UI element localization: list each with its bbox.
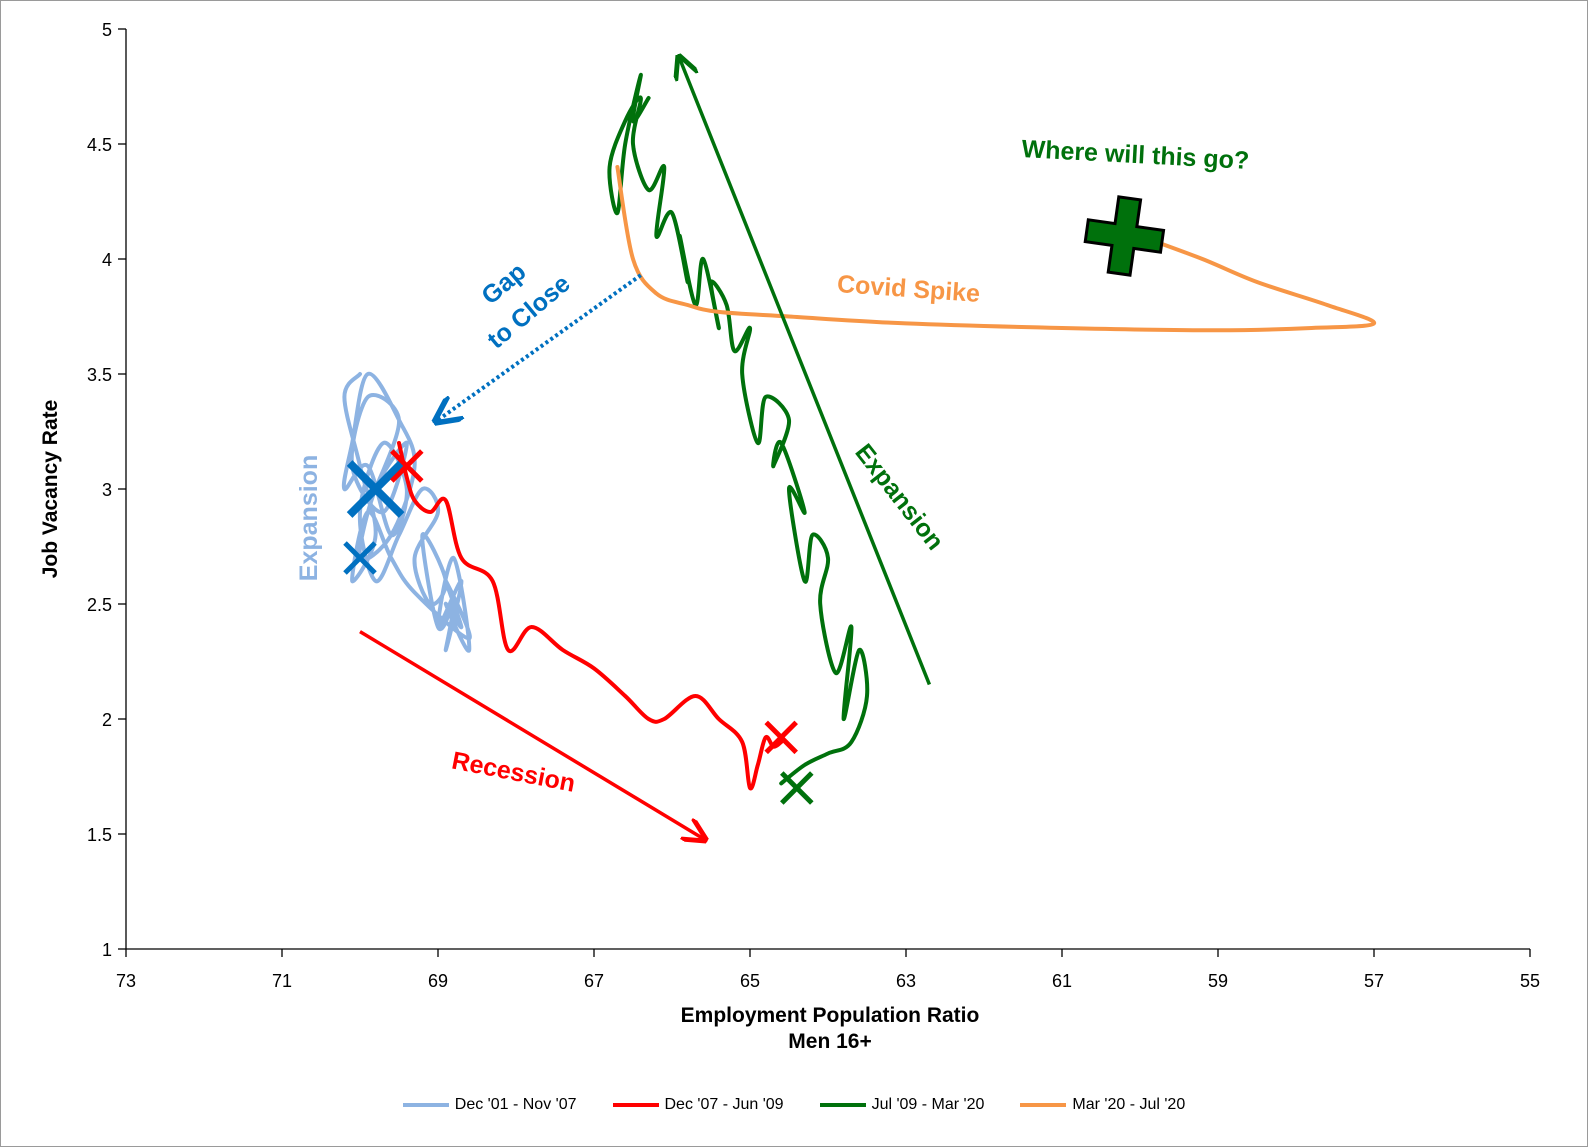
series-line-2 [607, 72, 870, 786]
x-tick-label: 71 [272, 971, 292, 991]
annotation-where: Where will this go? [1021, 135, 1250, 175]
y-tick-label: 1.5 [87, 825, 112, 845]
x-tick-label: 55 [1520, 971, 1540, 991]
y-tick-label: 3.5 [87, 365, 112, 385]
marker-x-4 [780, 771, 814, 805]
x-tick-label: 73 [116, 971, 136, 991]
x-axis-title: Employment Population Ratio [681, 1004, 980, 1027]
legend-swatch [1020, 1103, 1067, 1107]
series-line-3 [615, 165, 1377, 333]
x-tick-label: 59 [1208, 971, 1228, 991]
arrows-layer [359, 59, 932, 839]
y-tick-label: 1 [102, 940, 112, 960]
marker-cross-big [1083, 195, 1166, 277]
y-axis-title: Job Vacancy Rate [39, 400, 62, 579]
annotation-recession: Recession [449, 746, 577, 797]
legend-item: Dec '07 - Jun '09 [612, 1096, 784, 1114]
annotation-exp_green: Expansion [849, 439, 949, 556]
legend-swatch [612, 1103, 659, 1107]
y-tick-label: 4 [102, 250, 112, 270]
annotation-covid: Covid Spike [836, 270, 981, 308]
x-tick-label: 57 [1364, 971, 1384, 991]
series-layer [341, 72, 1377, 791]
markers-layer [343, 195, 1166, 805]
x-tick-label: 65 [740, 971, 760, 991]
annotation-exp_blue: Expansion [295, 455, 323, 581]
legend-item: Mar '20 - Jul '20 [1020, 1096, 1185, 1114]
y-tick-label: 2 [102, 710, 112, 730]
y-tick-label: 2.5 [87, 595, 112, 615]
marker-x-1 [343, 541, 377, 575]
legend-swatch [819, 1103, 866, 1107]
series-line-0 [341, 371, 472, 653]
x-tick-label: 61 [1052, 971, 1072, 991]
series-line-1 [397, 441, 784, 791]
marker-x-2 [390, 449, 424, 483]
y-tick-label: 3 [102, 480, 112, 500]
y-tick-label: 4.5 [87, 135, 112, 155]
red-arrow [359, 630, 703, 839]
legend-label: Mar '20 - Jul '20 [1072, 1096, 1186, 1113]
legend-label: Dec '01 - Nov '07 [454, 1096, 577, 1113]
x-tick-label: 63 [896, 971, 916, 991]
legend: Dec '01 - Nov '07 Dec '07 - Jun '09 Jul '0… [0, 1096, 1588, 1114]
marker-x-3 [764, 720, 798, 755]
legend-item: Jul '09 - Mar '20 [819, 1096, 985, 1114]
x-axis-subtitle: Men 16+ [788, 1030, 871, 1053]
legend-swatch [402, 1103, 449, 1107]
x-tick-label: 67 [584, 971, 604, 991]
marker-x-0 [346, 460, 405, 518]
legend-label: Jul '09 - Mar '20 [871, 1096, 985, 1113]
legend-label: Dec '07 - Jun '09 [664, 1096, 784, 1113]
axes: 73 71 69 67 65 63 61 59 57 55 1 1.5 2 2.5 3 3.5 4 4.5 5 Emp… [39, 20, 1540, 1053]
green-arrow [680, 59, 932, 686]
x-tick-label: 69 [428, 971, 448, 991]
y-tick-label: 5 [102, 20, 112, 40]
legend-item: Dec '01 - Nov '07 [402, 1096, 577, 1114]
